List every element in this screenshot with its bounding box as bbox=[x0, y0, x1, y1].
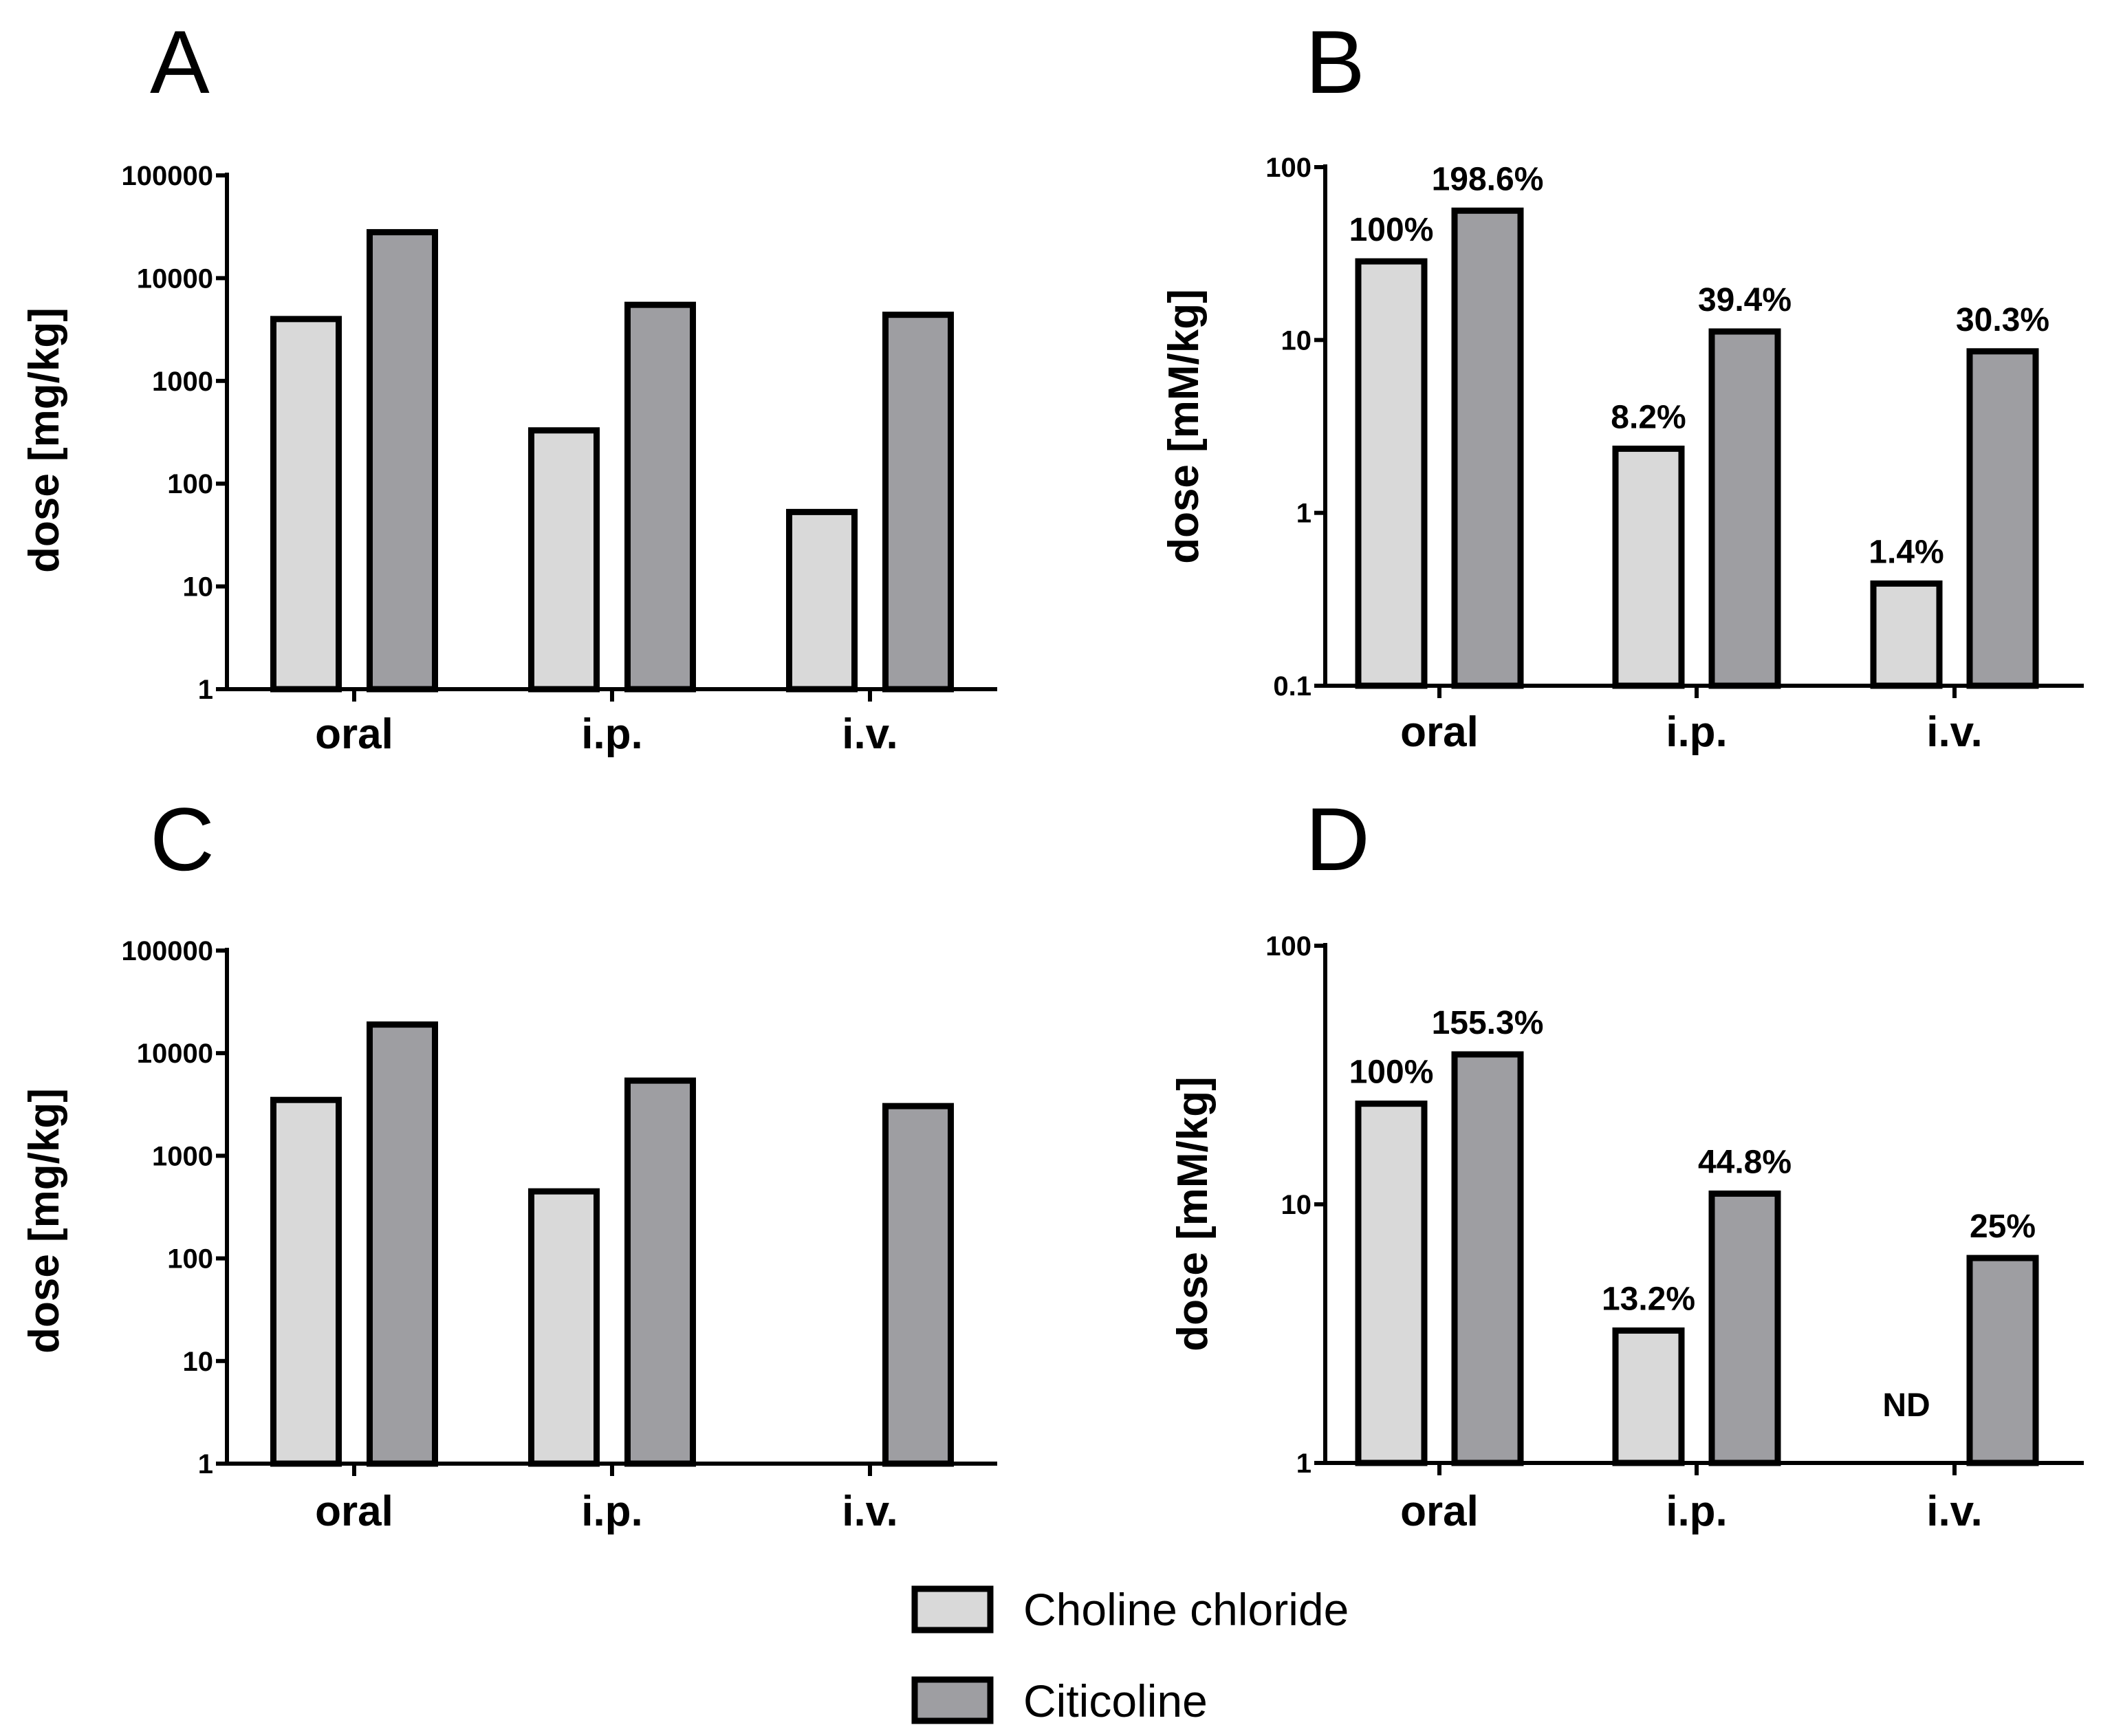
panel-a-y-axis-label: dose [mg/kg] bbox=[21, 307, 68, 573]
panel-b-y-tick-label: 10 bbox=[1281, 325, 1312, 356]
panel-b-bar-iv-series-0 bbox=[1870, 580, 1943, 689]
panel-a-x-tick-label: i.p. bbox=[581, 710, 643, 758]
panel-d-bar-ip-series-0 bbox=[1612, 1327, 1685, 1466]
panel-d-bar-label: 155.3% bbox=[1432, 1005, 1544, 1041]
panel-d: D dose [mM/kg] 100% 13.2% ND 155.3% 44.8% 25%… bbox=[1169, 789, 2084, 1535]
panel-d-y-tick-label: 100 bbox=[1265, 931, 1311, 962]
panel-b-bar-ip-series-1 bbox=[1708, 328, 1781, 689]
panel-d-bar-oral-series-0 bbox=[1355, 1100, 1428, 1466]
panel-b-bar-label: 39.4% bbox=[1698, 282, 1792, 318]
panel-c-plot: 1 10 100 1000 10000 100000 oral i.p. i.v. bbox=[122, 936, 997, 1535]
panel-a-y-tick-label: 10 bbox=[183, 572, 214, 603]
panel-d-bar-iv-series-1 bbox=[1966, 1255, 2039, 1466]
panel-d-bar-oral-series-1 bbox=[1451, 1051, 1524, 1466]
panel-b-x-tick-label: oral bbox=[1400, 708, 1479, 756]
panel-c-y-tick-label: 100 bbox=[167, 1244, 213, 1274]
legend: Choline chloride Citicoline bbox=[911, 1584, 1349, 1726]
panel-b-x-tick-label: i.v. bbox=[1926, 708, 1983, 756]
panel-d-bar-label: 100% bbox=[1349, 1054, 1434, 1091]
panel-c-x-tick-label: i.v. bbox=[842, 1488, 898, 1535]
panel-a-bar-oral-series-1 bbox=[367, 229, 438, 693]
panel-c-y-tick-label: 10000 bbox=[137, 1039, 213, 1069]
panel-a-x-tick-label: oral bbox=[315, 710, 393, 758]
panel-c-bar-oral-series-1 bbox=[367, 1021, 438, 1467]
panel-d-x-tick-label: i.p. bbox=[1666, 1488, 1728, 1535]
panel-b-plot: 100% 8.2% 1.4% 198.6% 39.4% 30.3% 0.1 1 10 100 ora… bbox=[1265, 153, 2084, 756]
panel-c-bar-oral-series-0 bbox=[270, 1096, 342, 1467]
panel-d-bar-label: ND bbox=[1882, 1387, 1930, 1424]
panel-c: C dose [mg/kg] 1 10 100 1000 10000 100000 oral… bbox=[21, 789, 997, 1535]
panel-d-plot: 100% 13.2% ND 155.3% 44.8% 25% 1 10 100 oral i.p. i… bbox=[1265, 931, 2084, 1535]
panel-b-y-axis-label: dose [mM/kg] bbox=[1160, 289, 1208, 564]
panel-b-y-tick-label: 100 bbox=[1265, 153, 1311, 183]
panel-a: A dose [mg/kg] 1 10 100 1000 10000 100000 oral… bbox=[21, 12, 997, 758]
panel-b-y-tick-label: 1 bbox=[1296, 499, 1311, 529]
panel-b-bar-ip-series-0 bbox=[1612, 445, 1685, 689]
panel-c-y-tick-label: 1 bbox=[198, 1449, 213, 1479]
panel-a-bar-iv-series-0 bbox=[786, 508, 858, 693]
panel-d-x-tick-label: i.v. bbox=[1926, 1488, 1983, 1535]
panel-a-bar-ip-series-0 bbox=[528, 427, 600, 693]
panel-d-bar-label: 25% bbox=[1970, 1208, 2036, 1245]
panel-c-y-tick-label: 100000 bbox=[122, 936, 213, 966]
panel-d-bar-ip-series-1 bbox=[1708, 1190, 1781, 1466]
panel-a-bar-ip-series-1 bbox=[624, 301, 696, 693]
panel-b-letter: B bbox=[1305, 12, 1365, 112]
panel-a-y-tick-label: 100000 bbox=[122, 161, 213, 191]
panel-a-bar-iv-series-1 bbox=[882, 312, 954, 693]
panel-a-letter: A bbox=[150, 12, 210, 112]
panel-b: B dose [mM/kg] 100% 8.2% 1.4% 198.6% 39.4% 30… bbox=[1160, 12, 2084, 756]
panel-d-bar-label: 44.8% bbox=[1698, 1144, 1792, 1180]
legend-label-citicoline: Citicoline bbox=[1023, 1675, 1208, 1726]
panel-d-bar-label: 13.2% bbox=[1602, 1281, 1695, 1318]
panel-c-y-tick-label: 1000 bbox=[152, 1141, 213, 1171]
panel-c-letter: C bbox=[150, 789, 215, 889]
panel-a-plot: 1 10 100 1000 10000 100000 oral i.p. i.v. bbox=[122, 161, 997, 758]
panel-c-x-tick-label: oral bbox=[315, 1488, 393, 1535]
panel-a-y-tick-label: 1000 bbox=[152, 367, 213, 397]
panel-d-y-axis-label: dose [mM/kg] bbox=[1169, 1076, 1217, 1352]
panel-b-bar-label: 8.2% bbox=[1611, 399, 1686, 435]
panel-c-bar-iv-series-1 bbox=[882, 1103, 954, 1467]
panel-a-y-tick-label: 1 bbox=[198, 675, 213, 705]
panel-a-x-tick-label: i.v. bbox=[842, 710, 898, 758]
panel-c-x-tick-label: i.p. bbox=[581, 1488, 643, 1535]
panel-d-y-tick-label: 10 bbox=[1281, 1190, 1312, 1220]
panel-d-x-tick-label: oral bbox=[1400, 1488, 1479, 1535]
panel-b-bar-iv-series-1 bbox=[1966, 348, 2039, 689]
panel-b-x-tick-label: i.p. bbox=[1666, 708, 1728, 756]
panel-b-bar-label: 100% bbox=[1349, 212, 1434, 248]
panel-d-y-tick-label: 1 bbox=[1296, 1449, 1311, 1479]
panel-b-y-tick-label: 0.1 bbox=[1273, 671, 1311, 702]
panel-c-y-tick-label: 10 bbox=[183, 1347, 214, 1377]
panel-c-y-axis-label: dose [mg/kg] bbox=[21, 1088, 68, 1354]
panel-a-y-tick-label: 10000 bbox=[137, 263, 213, 294]
panel-c-bar-ip-series-0 bbox=[528, 1188, 600, 1467]
panel-a-bar-oral-series-0 bbox=[270, 316, 342, 693]
panel-b-bar-label: 198.6% bbox=[1432, 161, 1544, 197]
panel-c-bar-ip-series-1 bbox=[624, 1077, 696, 1467]
panel-d-letter: D bbox=[1305, 789, 1370, 889]
legend-swatch-citicoline bbox=[911, 1676, 994, 1724]
panel-b-bar-oral-series-0 bbox=[1355, 258, 1428, 689]
panel-b-bar-label: 30.3% bbox=[1956, 302, 2049, 338]
panel-a-y-tick-label: 100 bbox=[167, 469, 213, 499]
panel-b-bar-oral-series-1 bbox=[1451, 207, 1524, 689]
panel-b-bar-label: 1.4% bbox=[1869, 534, 1944, 570]
legend-swatch-choline-chloride bbox=[911, 1585, 994, 1634]
legend-label-choline-chloride: Choline chloride bbox=[1023, 1584, 1349, 1635]
